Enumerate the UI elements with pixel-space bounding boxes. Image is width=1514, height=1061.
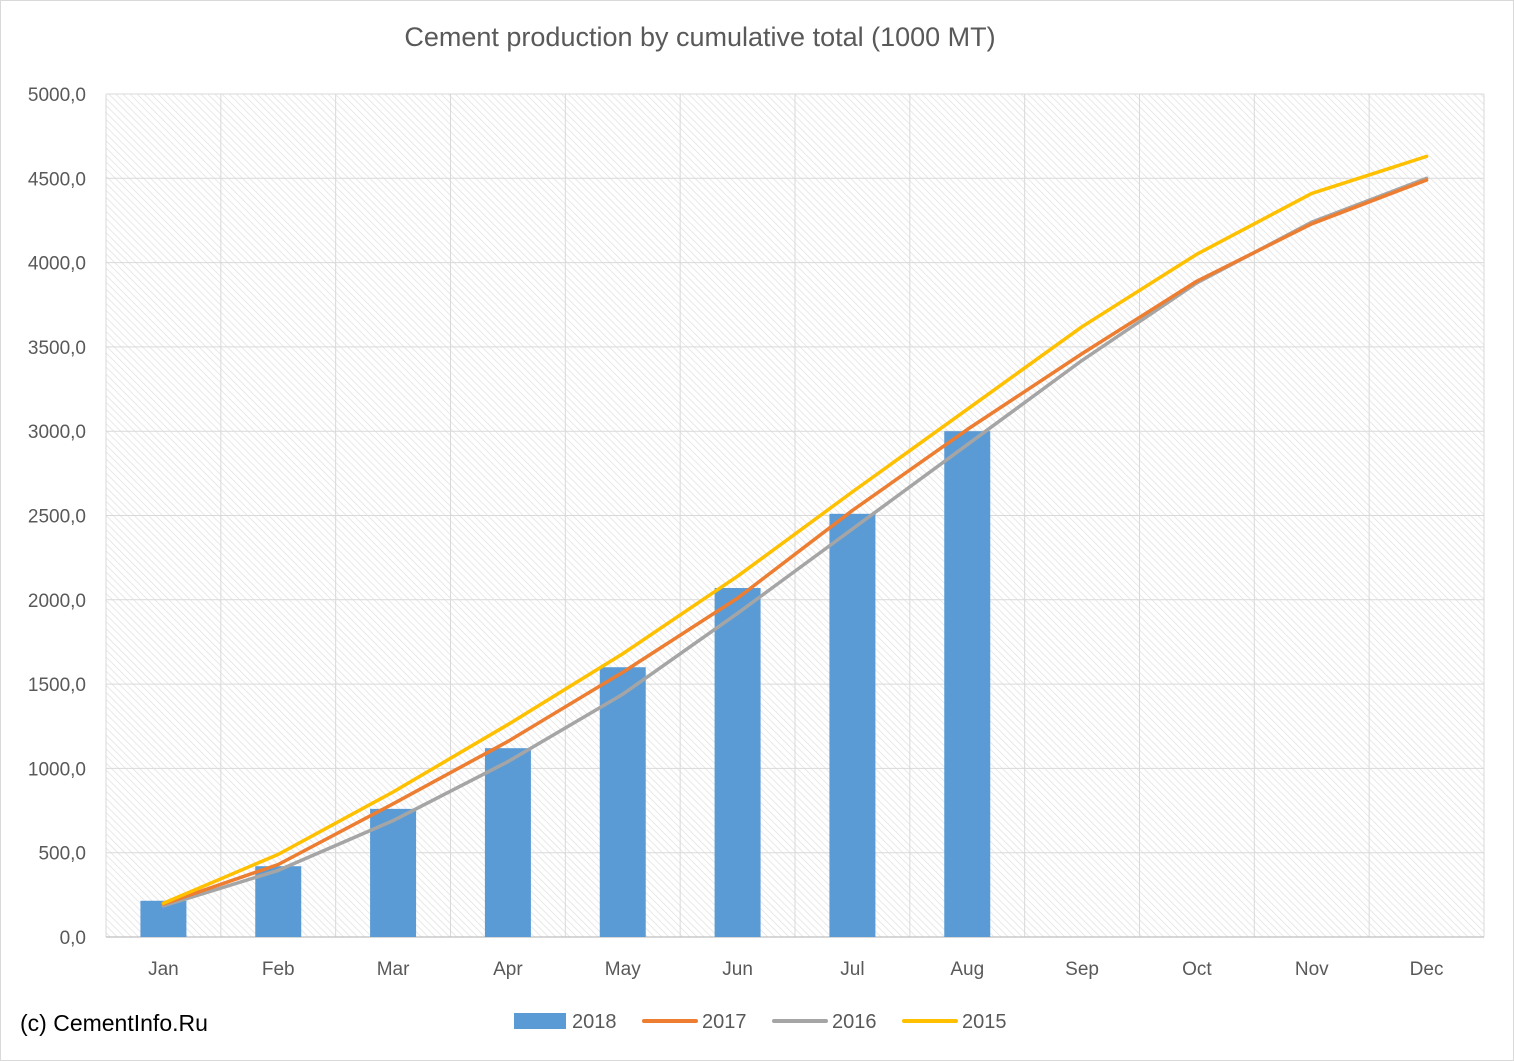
x-axis: Jan Feb Mar Apr May Jun Jul Aug Sep Oct Nov Dec	[106, 936, 1484, 980]
line-2017	[161, 178, 1429, 906]
chart-title: Cement production by cumulative total (1…	[404, 22, 996, 52]
line-series	[161, 154, 1429, 908]
y-tick-label: 3500,0	[28, 338, 86, 359]
y-tick-label: 3000,0	[28, 422, 86, 443]
y-tick-label: 500,0	[38, 844, 86, 865]
gridlines	[105, 93, 1485, 938]
bar-2018-mar	[370, 808, 417, 937]
y-tick-label: 5000,0	[28, 85, 86, 106]
x-tick-label: Jan	[148, 959, 179, 980]
bar-2018-apr	[484, 748, 531, 937]
y-tick-label: 2500,0	[28, 507, 86, 528]
y-axis: 0,0 500,0 1000,0 1500,0 2000,0 2500,0 3000,0 35…	[28, 85, 86, 949]
x-tick-label: Apr	[493, 959, 523, 980]
x-tick-label: Jun	[722, 959, 753, 980]
x-tick-label: Oct	[1182, 959, 1212, 980]
legend-label-2015: 2015	[962, 1011, 1007, 1033]
x-tick-label: Jul	[840, 959, 864, 980]
y-tick-label: 4500,0	[28, 169, 86, 190]
x-tick-label: May	[605, 959, 641, 980]
bar-2018-jun	[714, 587, 761, 937]
y-tick-label: 1000,0	[28, 759, 86, 780]
legend-label-2017: 2017	[702, 1011, 747, 1033]
x-tick-label: Aug	[950, 959, 984, 980]
x-tick-label: Dec	[1410, 959, 1444, 980]
legend-swatch-2018	[514, 1013, 566, 1029]
legend-label-2016: 2016	[832, 1011, 877, 1033]
y-tick-label: 1500,0	[28, 675, 86, 696]
y-tick-label: 0,0	[60, 928, 86, 949]
x-tick-label: Nov	[1295, 959, 1329, 980]
y-tick-label: 2000,0	[28, 591, 86, 612]
bar-2018-jul	[829, 513, 876, 937]
x-tick-label: Mar	[377, 959, 410, 980]
bar-2018-feb	[255, 866, 302, 937]
legend-label-2018: 2018	[572, 1011, 617, 1033]
x-tick-label: Sep	[1065, 959, 1099, 980]
legend: 2018 2017 2016 2015	[514, 1011, 1007, 1033]
bar-2018-may	[599, 667, 646, 937]
bar-2018-aug	[944, 431, 991, 937]
copyright-text: (c) CementInfo.Ru	[20, 1010, 208, 1036]
y-tick-label: 4000,0	[28, 254, 86, 275]
x-tick-label: Feb	[262, 959, 295, 980]
bar-series	[140, 431, 991, 937]
line-2015	[161, 154, 1429, 906]
